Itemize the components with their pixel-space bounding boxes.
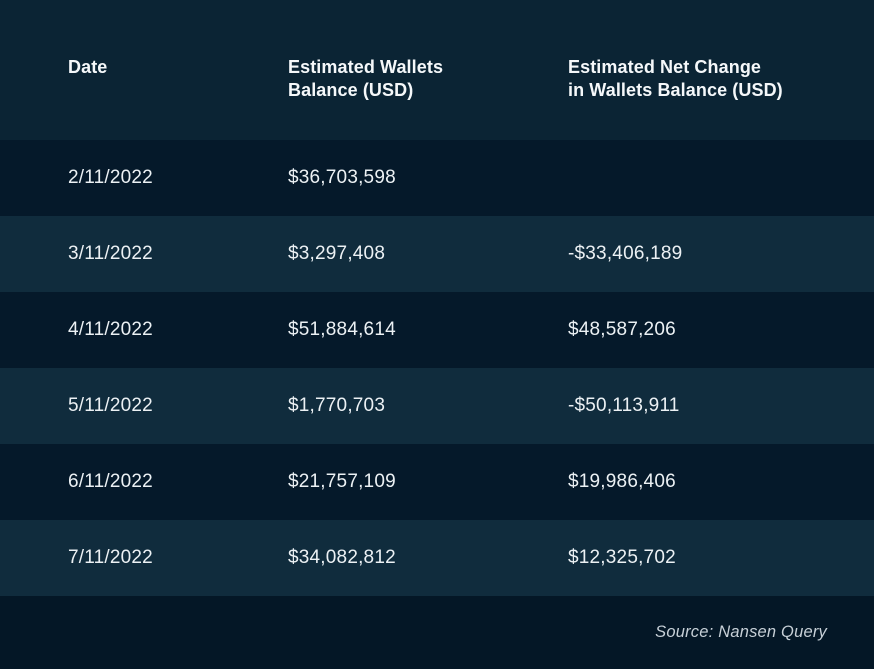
column-header-balance: Estimated Wallets Balance (USD) — [288, 57, 444, 100]
net-change-cell: $48,587,206 — [568, 319, 676, 340]
balance-cell: $21,757,109 — [288, 471, 396, 492]
date-cell: 5/11/2022 — [68, 395, 153, 416]
net-change-cell: -$50,113,911 — [568, 395, 680, 416]
date-cell: 3/11/2022 — [68, 243, 153, 264]
table-row: 4/11/2022 $51,884,614 $48,587,206 — [0, 292, 874, 368]
column-header-net-change: Estimated Net Change in Wallets Balance … — [568, 57, 783, 100]
date-cell: 7/11/2022 — [68, 547, 153, 568]
balance-cell: $51,884,614 — [288, 319, 396, 340]
column-header-date: Date — [68, 57, 108, 77]
date-cell: 6/11/2022 — [68, 471, 153, 492]
net-change-cell: -$33,406,189 — [568, 243, 683, 264]
table-row: 7/11/2022 $34,082,812 $12,325,702 — [0, 520, 874, 596]
balance-cell: $3,297,408 — [288, 243, 386, 264]
date-cell: 4/11/2022 — [68, 319, 153, 340]
date-cell: 2/11/2022 — [68, 167, 153, 188]
balance-cell: $1,770,703 — [288, 395, 386, 416]
table-row: 2/11/2022 $36,703,598 — [0, 140, 874, 216]
table-footer: Source: Nansen Query — [0, 596, 874, 669]
table-row: 3/11/2022 $3,297,408 -$33,406,189 — [0, 216, 874, 292]
table-row: 6/11/2022 $21,757,109 $19,986,406 — [0, 444, 874, 520]
table-row: 5/11/2022 $1,770,703 -$50,113,911 — [0, 368, 874, 444]
net-change-cell: $19,986,406 — [568, 471, 676, 492]
balance-cell: $34,082,812 — [288, 547, 396, 568]
balance-cell: $36,703,598 — [288, 167, 396, 188]
table-header-row: Date Estimated Wallets Balance (USD) Est… — [0, 0, 874, 140]
source-credit: Source: Nansen Query — [655, 623, 827, 641]
net-change-cell: $12,325,702 — [568, 547, 676, 568]
